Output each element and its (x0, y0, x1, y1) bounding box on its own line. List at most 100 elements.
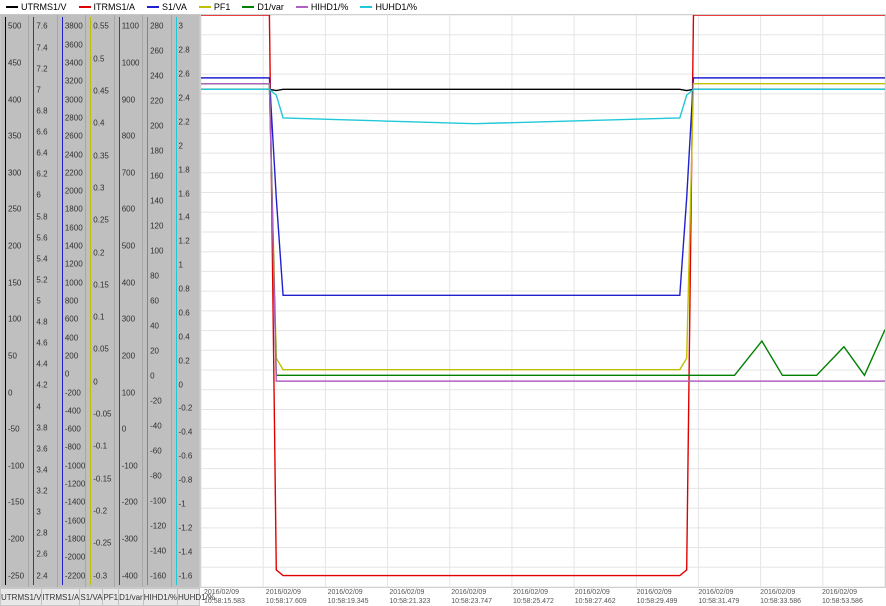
legend-item: HIHD1/% (296, 2, 349, 12)
axis-tick-label: -120 (150, 521, 166, 530)
series-line (201, 84, 885, 376)
axis-tick-label: 0 (150, 371, 154, 380)
axis-tick-label: 1000 (122, 59, 140, 68)
axis-tick-label: 0.35 (93, 151, 109, 160)
axis-footer-label: UTRMS1/V (1, 589, 42, 605)
axis-tick-label: 1 (179, 261, 183, 270)
axis-tick-label: 0 (122, 425, 126, 434)
legend-swatch (296, 6, 308, 8)
axis-tick-label: 5.4 (36, 254, 47, 263)
axis-scale-line (119, 17, 120, 585)
axis-tick-label: 2.6 (179, 70, 190, 79)
axis-footer: UTRMS1/VITRMS1/AS1/VAPF1D1/varHIHD1/%HUH… (0, 588, 200, 606)
series-line (201, 78, 885, 295)
axis-footer-label: S1/VA (80, 589, 103, 605)
axis-tick-label: 140 (150, 197, 163, 206)
axis-tick-label: 3.8 (36, 423, 47, 432)
axis-tick-label: 7.6 (36, 22, 47, 31)
axis-tick-label: 500 (122, 242, 135, 251)
axis-tick-label: 2.2 (179, 117, 190, 126)
axis-tick-label: -200 (122, 498, 138, 507)
axis-tick-label: 160 (150, 172, 163, 181)
axis-tick-label: 6.8 (36, 106, 47, 115)
axis-footer-label: PF1 (103, 589, 119, 605)
axis-tick-label: 0.8 (179, 285, 190, 294)
axis-tick-label: -1.2 (179, 523, 193, 532)
axis-tick-label: 3 (179, 22, 183, 31)
axis-tick-label: 0.2 (179, 356, 190, 365)
legend-bar: UTRMS1/VITRMS1/AS1/VAPF1D1/varHIHD1/%HUH… (0, 0, 886, 14)
axis-tick-label: 7.4 (36, 43, 47, 52)
legend-label: ITRMS1/A (94, 2, 136, 12)
axis-tick-label: -2000 (65, 553, 85, 562)
axis-column: 32.82.62.42.221.81.61.41.210.80.60.40.20… (172, 15, 199, 587)
x-axis-tick-label: 2016/02/0910:58:15.583 (204, 588, 264, 606)
axis-tick-label: 2400 (65, 150, 83, 159)
axis-tick-label: -1400 (65, 498, 85, 507)
axis-tick-label: 150 (8, 278, 21, 287)
axis-tick-label: 7 (36, 85, 40, 94)
axis-tick-label: 5.8 (36, 212, 47, 221)
legend-item: S1/VA (147, 2, 187, 12)
multi-axis-panel: 500450400350300250200150100500-50-100-15… (0, 14, 200, 588)
axis-tick-label: -150 (8, 498, 24, 507)
axis-tick-label: 3200 (65, 77, 83, 86)
legend-item: PF1 (199, 2, 231, 12)
legend-label: PF1 (214, 2, 231, 12)
axis-tick-label: -60 (150, 446, 162, 455)
axis-tick-label: 250 (8, 205, 21, 214)
axis-tick-label: 2.8 (36, 529, 47, 538)
axis-tick-label: 800 (65, 297, 78, 306)
axis-tick-label: 3 (36, 508, 40, 517)
axis-tick-label: -1000 (65, 461, 85, 470)
axis-tick-label: 6.6 (36, 128, 47, 137)
axis-tick-label: -0.3 (93, 571, 107, 580)
axis-tick-label: 600 (122, 205, 135, 214)
axis-tick-label: -300 (122, 534, 138, 543)
axis-tick-label: -80 (150, 471, 162, 480)
axis-tick-label: -0.2 (93, 506, 107, 515)
axis-tick-label: 2600 (65, 132, 83, 141)
legend-label: HIHD1/% (311, 2, 349, 12)
axis-tick-label: 0.4 (93, 119, 104, 128)
axis-tick-label: -600 (65, 425, 81, 434)
axis-tick-label: 1200 (65, 260, 83, 269)
axis-tick-label: 200 (150, 122, 163, 131)
x-axis-tick-label: 2016/02/0910:58:19.345 (328, 588, 388, 606)
axis-tick-label: 60 (150, 297, 159, 306)
axis-scale-line (90, 17, 91, 585)
axis-scale-line (33, 17, 34, 585)
axis-column: 500450400350300250200150100500-50-100-15… (1, 15, 29, 587)
axis-tick-label: -200 (65, 388, 81, 397)
axis-tick-label: 180 (150, 147, 163, 156)
axis-tick-label: 6 (36, 191, 40, 200)
axis-column: 110010009008007006005004003002001000-100… (115, 15, 143, 587)
axis-tick-label: 2 (179, 141, 183, 150)
axis-tick-label: 300 (122, 315, 135, 324)
series-line (201, 84, 885, 370)
axis-tick-label: -160 (150, 571, 166, 580)
axis-tick-label: 240 (150, 72, 163, 81)
plot-area[interactable] (200, 14, 886, 588)
axis-tick-label: 0.2 (93, 248, 104, 257)
axis-tick-label: 1.2 (179, 237, 190, 246)
axis-tick-label: -140 (150, 546, 166, 555)
legend-item: D1/var (242, 2, 284, 12)
axis-tick-label: 2800 (65, 113, 83, 122)
legend-swatch (199, 6, 211, 8)
axis-tick-label: -0.25 (93, 539, 111, 548)
axis-tick-label: 100 (150, 247, 163, 256)
axis-tick-label: 1.6 (179, 189, 190, 198)
axis-tick-label: -800 (65, 443, 81, 452)
axis-scale-line (176, 17, 177, 585)
axis-tick-label: 400 (65, 333, 78, 342)
axis-tick-label: 500 (8, 22, 21, 31)
axis-tick-label: 200 (8, 242, 21, 251)
legend-label: D1/var (257, 2, 284, 12)
axis-tick-label: -0.2 (179, 404, 193, 413)
axis-tick-label: 400 (8, 95, 21, 104)
axis-tick-label: -0.1 (93, 442, 107, 451)
axis-tick-label: 0.3 (93, 183, 104, 192)
axis-tick-label: -0.15 (93, 474, 111, 483)
axis-scale-line (5, 17, 6, 585)
